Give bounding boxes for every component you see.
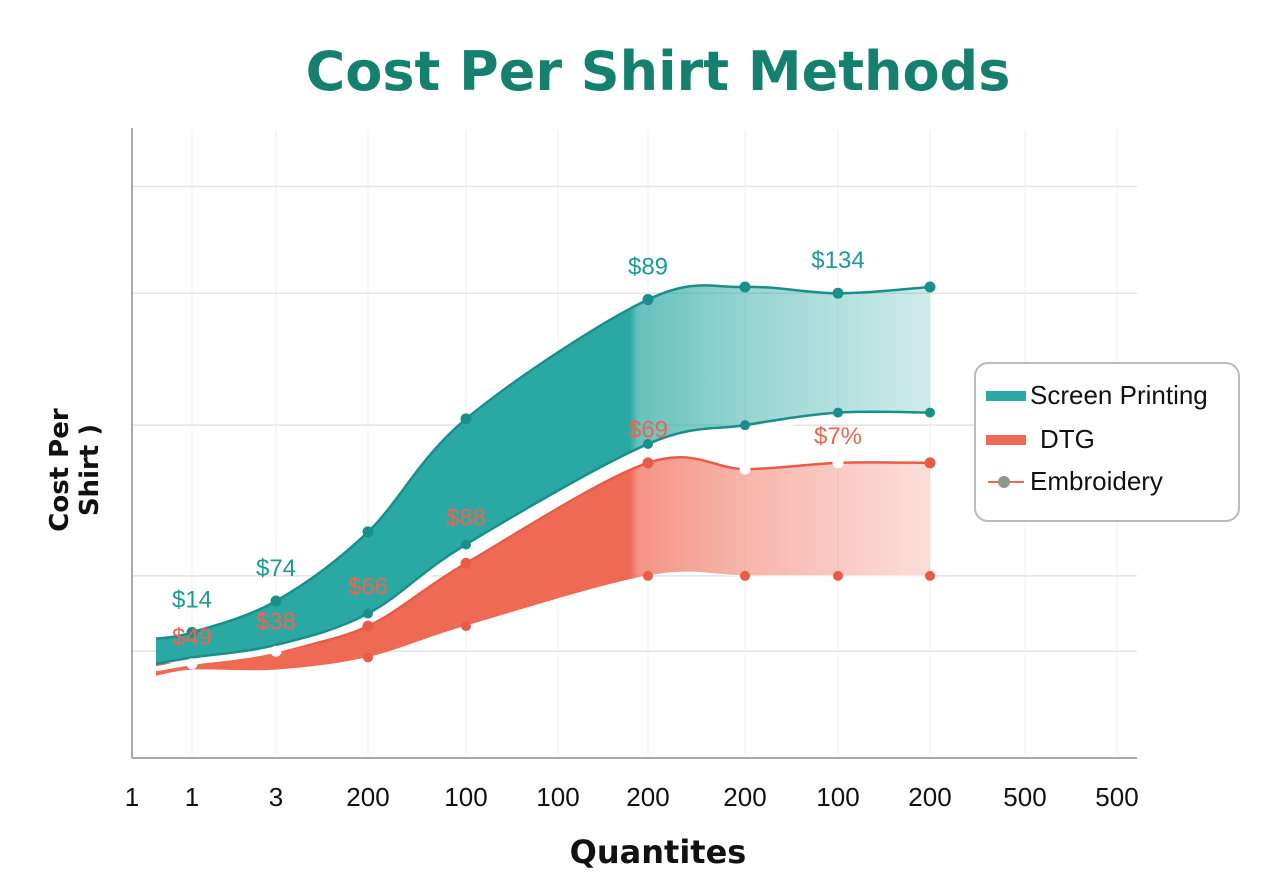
data-label: $38 bbox=[256, 608, 296, 635]
x-tick-label: 1 bbox=[125, 782, 139, 812]
data-point bbox=[832, 457, 844, 469]
x-tick-label: 3 bbox=[269, 782, 283, 812]
x-tick-label: 1 bbox=[185, 782, 199, 812]
data-label: $7% bbox=[814, 423, 862, 450]
legend-label: Embroidery bbox=[1030, 466, 1163, 496]
data-point bbox=[924, 457, 936, 469]
dtg-swatch-icon bbox=[986, 434, 1026, 445]
screen-printing-swatch-icon bbox=[986, 390, 1026, 401]
chart-title: Cost Per Shirt Methods bbox=[305, 40, 1011, 103]
data-point bbox=[363, 608, 373, 619]
band-upper-line bbox=[155, 284, 931, 640]
x-tick-label: 100 bbox=[444, 782, 487, 812]
data-point bbox=[186, 626, 198, 638]
embroidery-line-dot-icon bbox=[988, 475, 1024, 488]
data-label: $69 bbox=[628, 417, 668, 444]
data-point bbox=[833, 570, 843, 581]
x-tick-label: 100 bbox=[536, 782, 579, 812]
legend-item-embroidery: Embroidery bbox=[986, 466, 1163, 497]
data-point bbox=[270, 645, 282, 657]
data-point bbox=[739, 281, 751, 293]
data-label: $89 bbox=[628, 253, 668, 280]
x-tick-label: 200 bbox=[346, 782, 389, 812]
data-point bbox=[362, 620, 374, 632]
data-point bbox=[460, 557, 472, 569]
data-label: $74 bbox=[256, 555, 296, 582]
data-point bbox=[362, 526, 374, 538]
data-label: $88 bbox=[446, 505, 486, 532]
x-tick-label: 500 bbox=[1003, 782, 1046, 812]
data-label: $134 bbox=[811, 247, 864, 274]
data-point bbox=[832, 287, 844, 299]
data-point bbox=[833, 407, 843, 418]
data-point bbox=[461, 621, 471, 632]
x-tick-label: 200 bbox=[908, 782, 951, 812]
x-axis-label: Quantites bbox=[569, 833, 747, 871]
area-screen-printing bbox=[156, 285, 930, 664]
data-point bbox=[461, 539, 471, 550]
legend-item-dtg: DTG bbox=[986, 424, 1095, 455]
data-point bbox=[642, 457, 654, 469]
data-point bbox=[363, 652, 373, 663]
data-point bbox=[460, 413, 472, 425]
data-point bbox=[739, 463, 751, 475]
data-point bbox=[740, 570, 750, 581]
legend: Screen Printing DTG Embroidery bbox=[974, 362, 1240, 522]
data-label: $14 bbox=[172, 586, 212, 613]
x-tick-label: 100 bbox=[816, 782, 859, 812]
data-point bbox=[925, 570, 935, 581]
band-lower-line bbox=[155, 410, 931, 666]
data-label: $66 bbox=[348, 574, 388, 601]
data-point bbox=[924, 281, 936, 293]
data-point bbox=[270, 595, 282, 607]
x-tick-label: 500 bbox=[1095, 782, 1138, 812]
area-dtg bbox=[156, 457, 930, 677]
data-label: $49 bbox=[172, 624, 212, 651]
legend-label: Screen Printing bbox=[1030, 380, 1208, 410]
data-point bbox=[643, 570, 653, 581]
band-separator bbox=[155, 414, 931, 672]
legend-item-screen-printing: Screen Printing bbox=[986, 380, 1208, 411]
data-point bbox=[740, 420, 750, 431]
data-point bbox=[925, 407, 935, 418]
x-tick-label: 200 bbox=[723, 782, 766, 812]
legend-label: DTG bbox=[1040, 424, 1095, 454]
data-point bbox=[642, 294, 654, 306]
data-point bbox=[186, 658, 198, 670]
data-point bbox=[643, 439, 653, 449]
band-lower-line bbox=[155, 571, 930, 677]
x-tick-label: 200 bbox=[626, 782, 669, 812]
